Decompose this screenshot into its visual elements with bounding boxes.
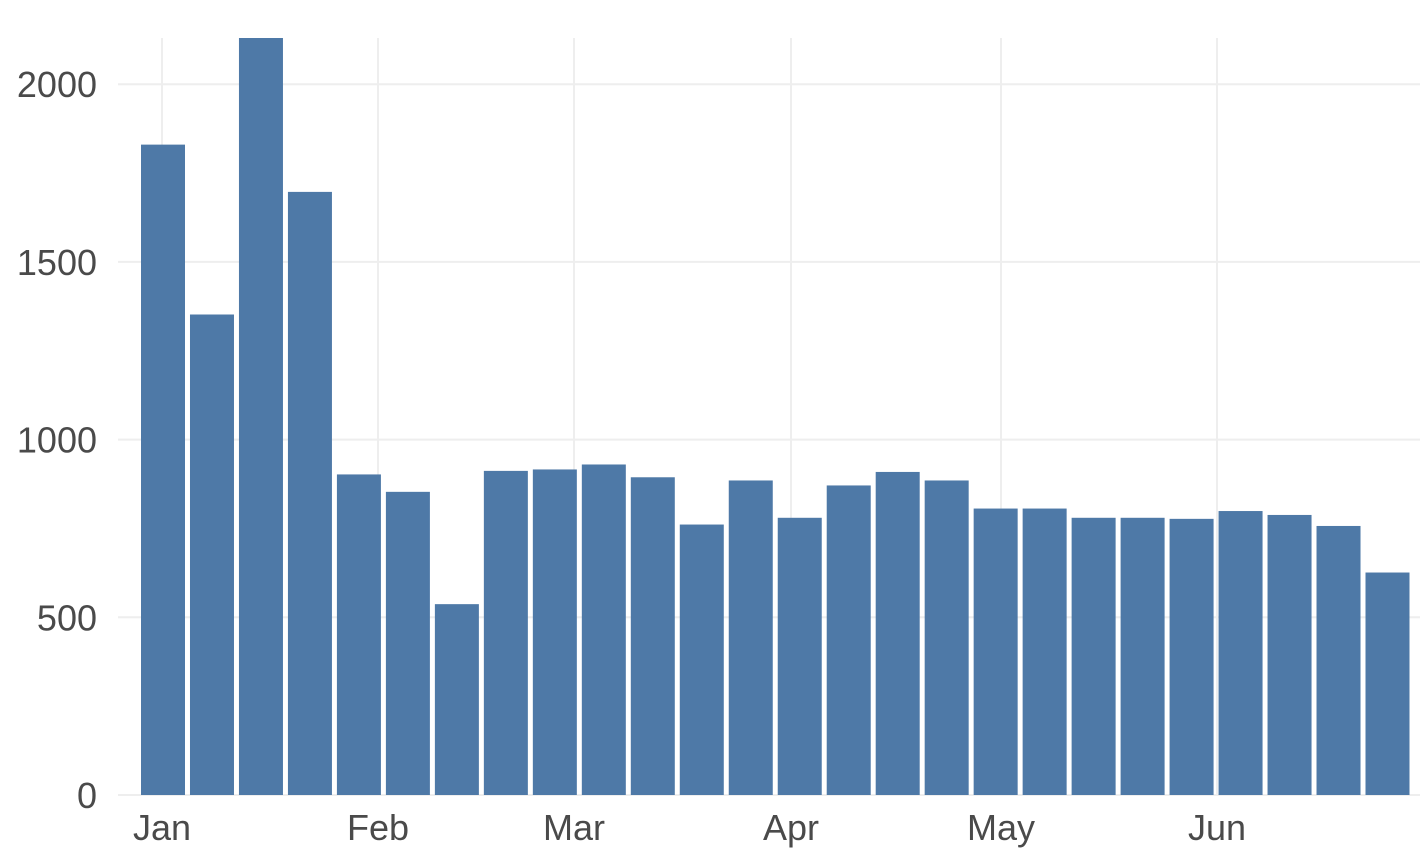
x-tick-label: Jun	[1188, 807, 1246, 848]
bar	[434, 604, 479, 795]
bar	[1071, 517, 1116, 795]
bar	[1169, 518, 1214, 795]
bar	[1365, 572, 1410, 795]
bar	[875, 471, 920, 795]
bar	[1218, 511, 1263, 795]
y-tick-label: 0	[77, 775, 97, 816]
bar	[336, 474, 381, 795]
x-tick-label: Jan	[133, 807, 191, 848]
bar	[1316, 525, 1361, 795]
bars	[141, 38, 1410, 795]
bar	[924, 480, 969, 795]
bar	[973, 508, 1018, 795]
bar	[483, 470, 528, 795]
bar	[826, 485, 871, 795]
bar	[1022, 508, 1067, 795]
bar	[1120, 517, 1165, 795]
x-tick-label: Apr	[763, 807, 819, 848]
bar	[189, 314, 234, 795]
y-tick-label: 1500	[17, 242, 97, 283]
y-tick-label: 2000	[17, 64, 97, 105]
bar	[777, 517, 822, 795]
bar	[581, 464, 626, 795]
bar	[630, 477, 675, 795]
x-tick-label: Mar	[543, 807, 605, 848]
bar	[238, 38, 283, 795]
bar	[532, 469, 577, 795]
bar	[141, 144, 185, 795]
y-tick-label: 1000	[17, 420, 97, 461]
bar	[728, 480, 773, 795]
x-axis-ticks: Jan Feb Mar Apr May Jun	[133, 807, 1246, 848]
bar	[1267, 514, 1312, 795]
y-axis-ticks: 0 500 1000 1500 2000	[17, 64, 97, 816]
bar	[287, 191, 332, 795]
bar	[679, 524, 724, 795]
bar	[385, 491, 430, 795]
x-tick-label: May	[967, 807, 1035, 848]
x-tick-label: Feb	[347, 807, 409, 848]
y-tick-label: 500	[37, 597, 97, 638]
